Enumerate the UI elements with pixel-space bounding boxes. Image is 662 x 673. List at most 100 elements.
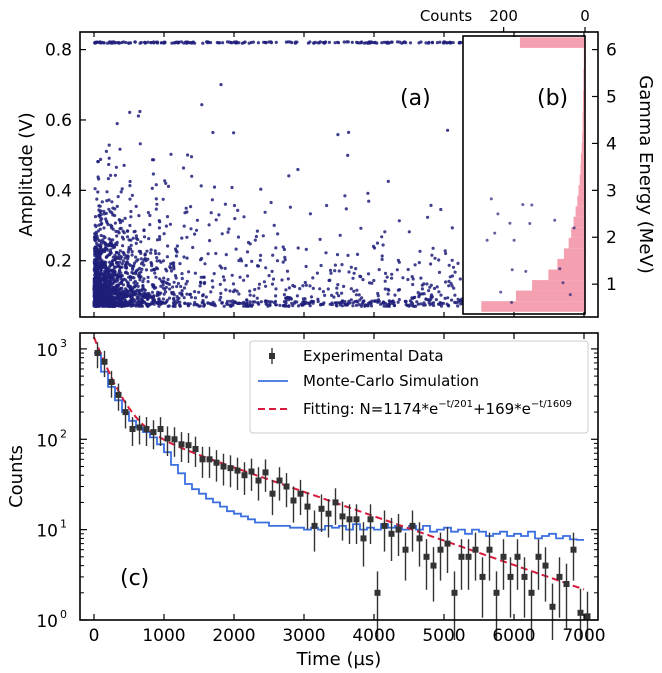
scatter-point: [222, 304, 226, 308]
scatter-point: [267, 300, 272, 304]
scatter-point: [447, 284, 451, 288]
scatter-point: [296, 167, 300, 172]
scatter-point: [118, 281, 122, 285]
data-point: [423, 539, 430, 590]
scatter-point: [127, 238, 131, 242]
scatter-point: [185, 256, 189, 260]
scatter-point: [107, 286, 111, 291]
scatter-point: [271, 277, 276, 281]
scatter-point: [152, 294, 156, 298]
scatter-point: [115, 122, 119, 126]
scatter-point: [262, 280, 266, 284]
scatter-point: [154, 275, 158, 279]
scatter-point: [96, 237, 100, 241]
scatter-point: [424, 41, 428, 45]
scatter-point: [121, 244, 125, 248]
scatter-point: [110, 211, 114, 215]
scatter-point: [155, 267, 160, 271]
scatter-point: [230, 273, 234, 277]
scatter-point: [162, 40, 166, 44]
scatter-point: [124, 287, 128, 291]
data-marker: [507, 573, 514, 580]
y-tick-label: 0.6: [45, 111, 72, 131]
scatter-point: [446, 128, 450, 132]
scatter-point: [360, 296, 364, 300]
scatter-point: [152, 267, 156, 271]
data-marker: [122, 409, 129, 416]
data-point: [444, 527, 451, 573]
scatter-point: [325, 203, 329, 208]
scatter-point: [163, 179, 167, 183]
scatter-point: [193, 296, 197, 300]
scatter-point: [123, 278, 128, 282]
scatter-point: [121, 229, 125, 233]
scatter-point: [131, 271, 135, 275]
scatter-point: [135, 297, 140, 301]
scatter-point: [106, 177, 110, 181]
data-point: [94, 342, 101, 369]
data-point: [143, 417, 150, 446]
scatter-point: [403, 299, 408, 304]
data-point: [577, 588, 584, 640]
scatter-point: [301, 284, 305, 288]
scatter-point: [453, 293, 457, 297]
scatter-point: [217, 213, 221, 217]
scatter-point: [111, 255, 115, 259]
data-point: [227, 455, 234, 488]
scatter-point: [116, 272, 120, 276]
scatter-point: [105, 199, 109, 203]
fit-label-exp1: −t/201: [438, 399, 473, 410]
data-point: [213, 450, 220, 482]
scatter-point: [257, 282, 262, 286]
data-marker: [213, 459, 220, 466]
scatter-point: [166, 184, 171, 188]
scatter-point: [161, 259, 166, 263]
data-marker: [325, 510, 332, 517]
data-marker: [388, 530, 395, 537]
scatter-point: [123, 271, 128, 275]
scatter-point: [244, 263, 248, 268]
scatter-point: [264, 284, 268, 288]
scatter-point: [99, 212, 103, 217]
data-marker: [493, 589, 500, 596]
scatter-point: [337, 269, 341, 273]
scatter-point: [115, 234, 119, 238]
scatter-point: [326, 287, 330, 291]
legend-label-fitting: Fitting: N=1174*e−t/201+169*e−t/1609: [303, 399, 572, 418]
data-marker: [206, 456, 213, 463]
legend-marker: [269, 353, 275, 359]
scatter-point: [176, 41, 180, 45]
scatter-point: [524, 269, 528, 273]
data-marker: [129, 426, 136, 432]
scatter-point: [319, 263, 323, 268]
scatter-point: [209, 41, 213, 45]
scatter-point: [180, 272, 184, 276]
scatter-point: [451, 41, 455, 45]
data-marker: [297, 490, 304, 497]
scatter-point: [393, 293, 397, 297]
scatter-point: [125, 261, 129, 265]
scatter-point: [291, 283, 295, 288]
scatter-point: [128, 223, 132, 228]
data-marker: [451, 589, 458, 596]
scatter-point: [451, 265, 456, 269]
scatter-point: [499, 290, 503, 294]
scatter-point: [122, 163, 126, 167]
scatter-point: [129, 304, 133, 308]
panel-a-frame: [79, 31, 599, 318]
scatter-point: [312, 41, 316, 45]
scatter-point: [98, 256, 102, 260]
data-point: [129, 417, 136, 446]
scatter-point: [96, 301, 100, 305]
scatter-point: [119, 190, 123, 194]
scatter-point: [371, 244, 376, 248]
scatter-point: [118, 260, 122, 264]
scatter-point: [345, 40, 349, 44]
scatter-point: [283, 258, 287, 262]
scatter-point: [256, 264, 260, 268]
scatter-point: [141, 260, 145, 264]
scatter-point: [162, 232, 166, 236]
scatter-point: [164, 285, 168, 289]
scatter-point: [361, 300, 365, 305]
scatter-point: [109, 241, 113, 245]
